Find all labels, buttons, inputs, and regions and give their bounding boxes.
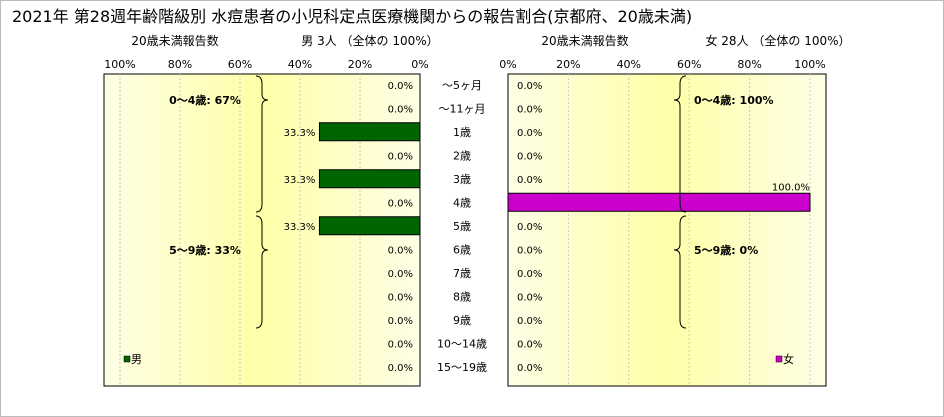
- category-label: 5歳: [453, 220, 471, 233]
- tick-label: 100%: [104, 58, 135, 71]
- tick-label: 60%: [228, 58, 252, 71]
- tick-label: 80%: [737, 58, 761, 71]
- value-label: 0.0%: [517, 128, 542, 139]
- value-label: 0.0%: [517, 245, 542, 256]
- category-labels: ～5ヶ月 ～11ヶ月 1歳 2歳 3歳 4歳 5歳 6歳 7歳 8歳 9歳 10～14歳 15～19歳: [437, 79, 487, 374]
- group-label: 0～4歳: 100%: [694, 93, 774, 107]
- value-label: 33.3%: [284, 128, 316, 139]
- tick-label: 20%: [556, 58, 580, 71]
- legend-label: 女: [783, 352, 794, 366]
- legend-label: 男: [131, 353, 142, 366]
- category-label: 7歳: [453, 267, 471, 280]
- category-label: 6歳: [453, 243, 471, 256]
- legend-swatch: [123, 355, 131, 363]
- value-label: 0.0%: [388, 363, 413, 374]
- tick-label: 100%: [794, 58, 825, 71]
- group-label: 0～4歳: 67%: [169, 93, 241, 107]
- axis-header: 20歳未満報告数: [541, 33, 628, 48]
- category-label: 15～19歳: [437, 361, 487, 374]
- value-label: 0.0%: [517, 151, 542, 162]
- male-panel: 20歳未満報告数 男 3人 （全体の 100%） 100% 80% 60% 40% 20% 0…: [103, 33, 439, 387]
- plot-area: [507, 73, 827, 387]
- value-label: 0.0%: [517, 104, 542, 115]
- value-label: 0.0%: [388, 292, 413, 303]
- value-label: 33.3%: [284, 222, 316, 233]
- value-label: 0.0%: [388, 339, 413, 350]
- value-label: 0.0%: [517, 222, 542, 233]
- female-panel: 20歳未満報告数 女 28人 （全体の 100%） 0% 20% 40% 60% 80% 10…: [499, 33, 851, 387]
- value-label: 0.0%: [388, 198, 413, 209]
- bar: [507, 192, 811, 212]
- tick-label: 40%: [288, 58, 312, 71]
- value-label: 0.0%: [388, 269, 413, 280]
- group-bracket: [673, 75, 687, 213]
- chart-title: 2021年 第28週年齢階級別 水痘患者の小児科定点医療機関からの報告割合(京都…: [12, 7, 692, 26]
- category-label: ～11ヶ月: [439, 102, 486, 115]
- category-label: 10～14歳: [437, 337, 487, 350]
- value-label: 0.0%: [388, 316, 413, 327]
- bar: [318, 122, 421, 142]
- group-label: 5～9歳: 33%: [169, 243, 241, 257]
- category-label: 3歳: [453, 173, 471, 186]
- tick-label: 0%: [499, 58, 516, 71]
- category-label: 1歳: [453, 126, 471, 139]
- group-bracket: [255, 75, 269, 213]
- category-label: ～5ヶ月: [442, 79, 482, 92]
- group-label: 5～9歳: 0%: [694, 243, 758, 257]
- group-bracket: [673, 215, 687, 329]
- value-label: 0.0%: [388, 81, 413, 92]
- value-label: 0.0%: [517, 363, 542, 374]
- category-label: 2歳: [453, 149, 471, 162]
- value-label: 100.0%: [772, 182, 810, 193]
- bar: [318, 169, 421, 189]
- tick-label: 60%: [677, 58, 701, 71]
- value-label: 0.0%: [517, 339, 542, 350]
- value-label: 0.0%: [517, 81, 542, 92]
- category-label: 8歳: [453, 290, 471, 303]
- value-label: 0.0%: [517, 316, 542, 327]
- tick-label: 0%: [411, 58, 428, 71]
- legend-swatch: [775, 355, 783, 363]
- bar: [318, 216, 421, 236]
- category-label: 4歳: [453, 196, 471, 209]
- value-label: 0.0%: [388, 104, 413, 115]
- tick-label: 40%: [617, 58, 641, 71]
- value-label: 0.0%: [517, 175, 542, 186]
- tick-label: 80%: [168, 58, 192, 71]
- value-label: 0.0%: [388, 245, 413, 256]
- group-bracket: [255, 215, 269, 329]
- panel-header: 男 3人 （全体の 100%）: [301, 33, 438, 48]
- tick-label: 20%: [348, 58, 372, 71]
- value-label: 0.0%: [517, 269, 542, 280]
- value-label: 0.0%: [517, 292, 542, 303]
- category-label: 9歳: [453, 314, 471, 327]
- value-label: 33.3%: [284, 175, 316, 186]
- value-label: 0.0%: [388, 151, 413, 162]
- panel-header: 女 28人 （全体の 100%）: [705, 33, 850, 48]
- axis-header: 20歳未満報告数: [131, 33, 218, 48]
